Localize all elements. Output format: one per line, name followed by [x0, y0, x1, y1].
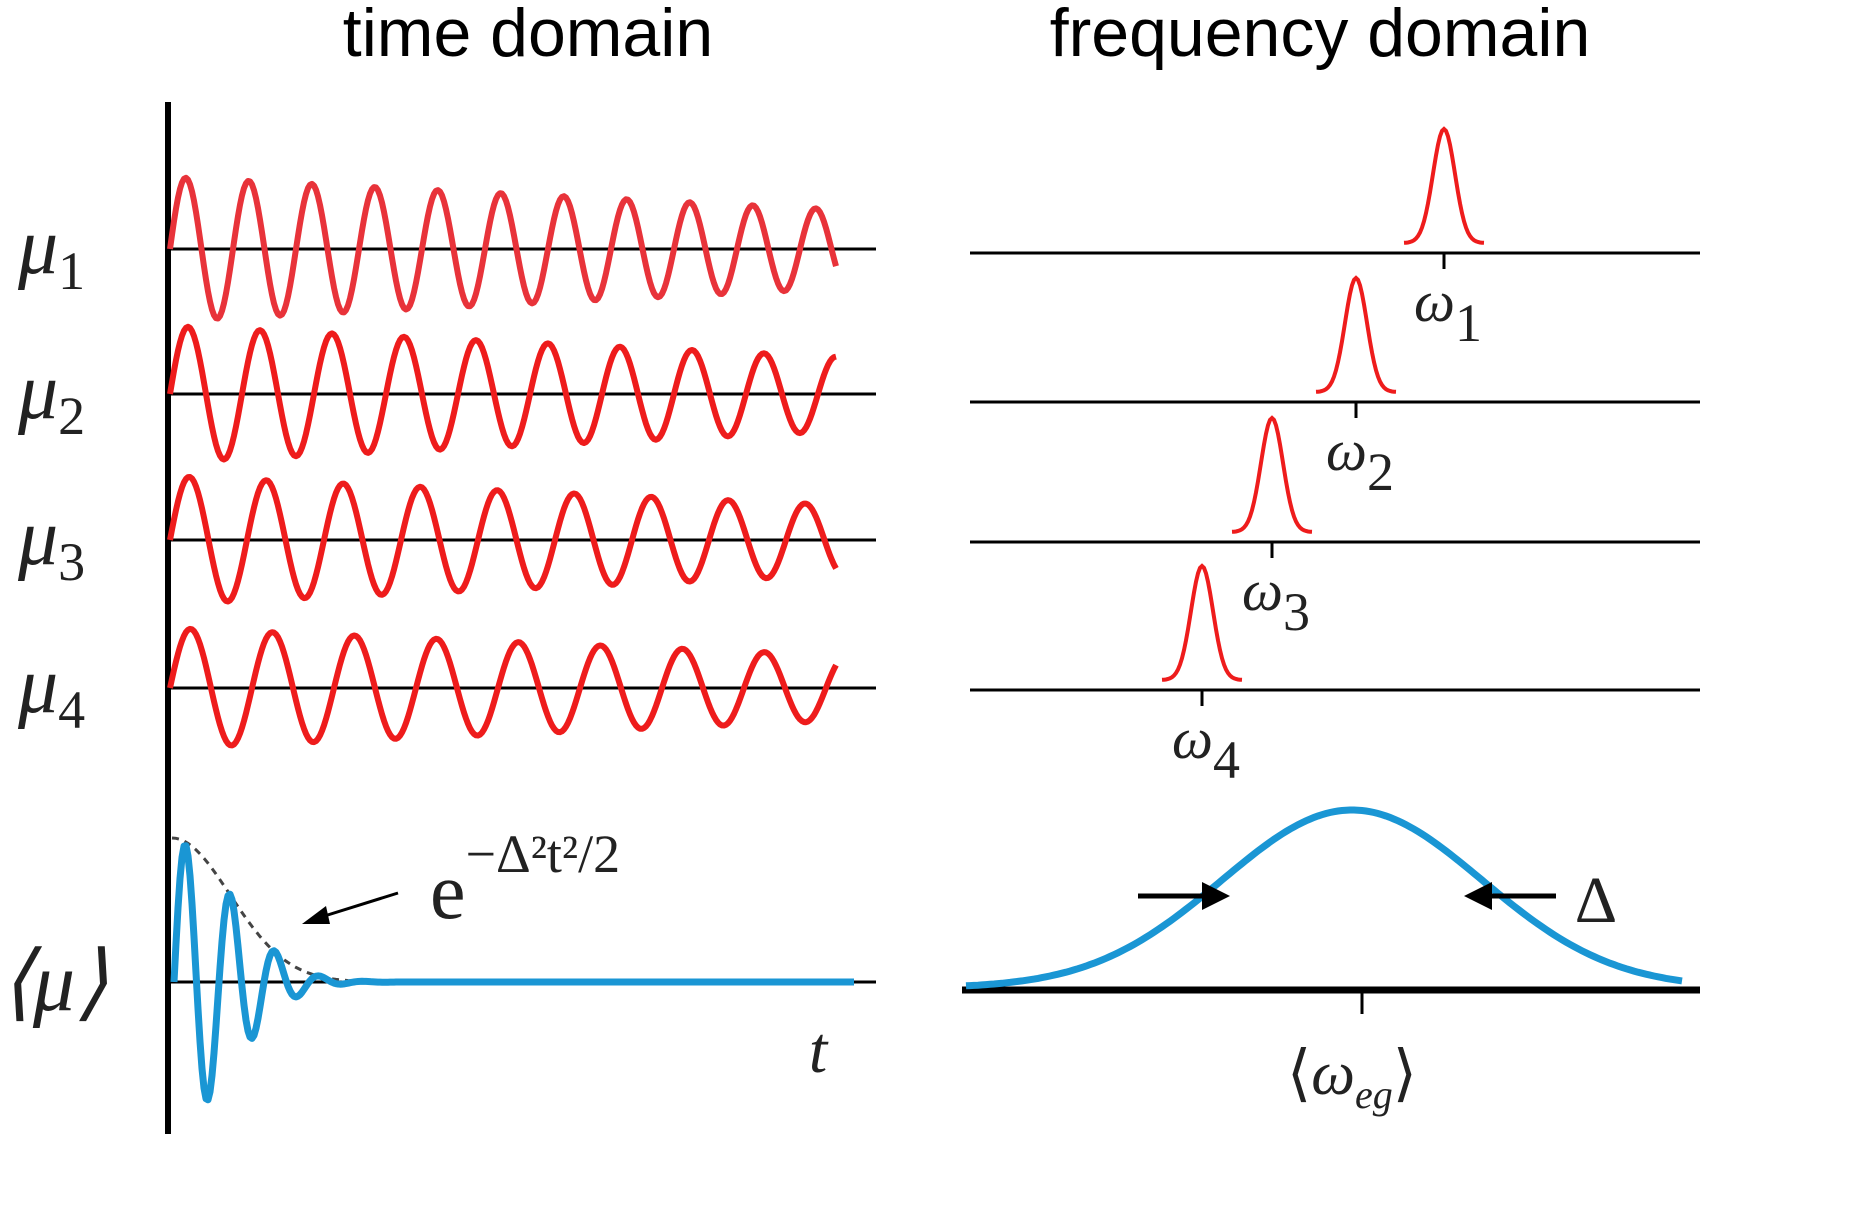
row-label-mu-4: μ4 [17, 642, 85, 740]
row-label-mu-3: μ3 [17, 494, 85, 592]
row-label-mu-1: μ1 [17, 203, 85, 301]
peak-subscript-3: 3 [1283, 582, 1310, 642]
center-subscript: eg [1355, 1072, 1393, 1117]
time-axis-label: t [809, 1014, 829, 1087]
wave-mu-2 [167, 323, 837, 463]
frequency-peak-4 [1161, 563, 1243, 682]
frequency-domain-heading: frequency domain [1050, 0, 1591, 71]
envelope-base: e [430, 848, 466, 936]
peak-label-omega-2: ω2 [1326, 418, 1394, 502]
frequency-peak-2 [1315, 275, 1397, 394]
frequency-peaks [1161, 126, 1485, 682]
width-arrow-right [1464, 882, 1556, 910]
row-symbol-3: μ [17, 494, 58, 582]
wave-mu-3 [167, 474, 839, 605]
row-subscript-1: 1 [58, 241, 85, 301]
peak-label-omega-1: ω1 [1414, 269, 1482, 353]
envelope-formula: e−Δ²t²/2 [430, 824, 620, 936]
frequency-peak-1 [1403, 126, 1485, 245]
peak-symbol-2: ω [1326, 418, 1367, 483]
center-open-bracket: ⟨ [1287, 1040, 1311, 1108]
average-dipole-curve [170, 842, 856, 1104]
center-frequency-label: ⟨ωeg⟩ [1287, 1040, 1417, 1117]
width-arrow-left [1138, 882, 1230, 910]
peak-symbol-3: ω [1242, 558, 1283, 623]
peak-symbol-1: ω [1414, 269, 1455, 334]
width-label: Δ [1575, 864, 1617, 937]
frequency-distribution-curve [965, 806, 1683, 990]
center-close-bracket: ⟩ [1393, 1040, 1417, 1108]
row-symbol-1: μ [17, 203, 58, 291]
envelope-arrow [302, 891, 399, 924]
row-symbol-2: μ [17, 348, 58, 436]
peak-subscript-4: 4 [1213, 730, 1240, 790]
average-dipole-symbol: ⟨μ⟩ [0, 936, 108, 1029]
center-omega: ω [1311, 1040, 1355, 1108]
frequency-peak-3 [1231, 415, 1313, 534]
peak-label-omega-4: ω4 [1172, 706, 1240, 790]
peak-subscript-1: 1 [1455, 293, 1482, 353]
row-label-mu-2: μ2 [17, 348, 85, 446]
peak-label-omega-3: ω3 [1242, 558, 1310, 642]
wave-mu-4 [167, 625, 839, 749]
peak-subscript-2: 2 [1367, 442, 1394, 502]
time-domain-heading: time domain [343, 0, 713, 71]
time-waves [167, 174, 839, 749]
envelope-exponent: −Δ²t²/2 [466, 824, 621, 884]
frequency-baselines [970, 251, 1700, 706]
wave-mu-1 [167, 174, 839, 322]
row-subscript-2: 2 [58, 386, 85, 446]
row-symbol-4: μ [17, 642, 58, 730]
row-subscript-4: 4 [58, 680, 85, 740]
peak-symbol-4: ω [1172, 706, 1213, 771]
average-dipole-label: ⟨μ⟩ [0, 936, 108, 1029]
row-subscript-3: 3 [58, 532, 85, 592]
